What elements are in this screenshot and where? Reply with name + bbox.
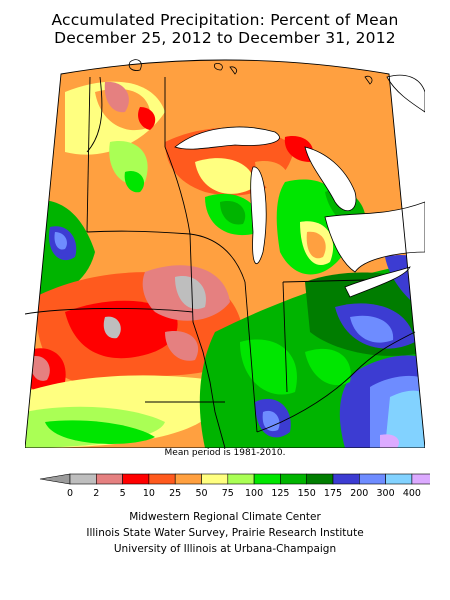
- legend-swatch: [122, 473, 150, 485]
- legend-label: 0: [67, 488, 73, 499]
- mean-period-note: Mean period is 1981-2010.: [164, 448, 286, 458]
- legend-label: 5: [120, 488, 126, 499]
- legend-label: 300: [377, 488, 395, 499]
- precipitation-map: [25, 59, 425, 448]
- credit-line-2: Illinois State Water Survey, Prairie Res…: [86, 527, 364, 539]
- legend-swatch: [306, 473, 334, 485]
- legend-swatch: [227, 473, 255, 485]
- legend-label: 25: [169, 488, 181, 499]
- legend-swatch: [332, 473, 360, 485]
- legend-underflow-arrow: [39, 473, 71, 485]
- legend-swatch: [69, 473, 97, 485]
- legend-swatch: [174, 473, 202, 485]
- legend-label: 400: [403, 488, 421, 499]
- legend-label: 100: [245, 488, 263, 499]
- credit-line-3: University of Illinois at Urbana-Champai…: [113, 543, 337, 555]
- state-boundaries: [25, 59, 425, 448]
- legend-swatch: [201, 473, 229, 485]
- credit-line-1: Midwestern Regional Climate Center: [129, 511, 321, 523]
- legend-label: 125: [271, 488, 289, 499]
- legend-swatch: [253, 473, 281, 485]
- legend-label: 50: [195, 488, 207, 499]
- legend-label: 75: [222, 488, 234, 499]
- legend-swatch: [280, 473, 307, 485]
- map-title-line-2: December 25, 2012 to December 31, 2012: [54, 29, 396, 47]
- legend-swatch: [385, 473, 413, 485]
- canada-islands: [128, 59, 373, 85]
- great-lakes: [174, 74, 425, 298]
- map-title-line-1: Accumulated Precipitation: Percent of Me…: [51, 11, 399, 29]
- legend-swatch: [358, 473, 386, 485]
- legend-swatch: [411, 473, 430, 485]
- legend-label: 175: [324, 488, 342, 499]
- legend-label: 150: [298, 488, 316, 499]
- legend-label: 2: [93, 488, 99, 499]
- legend: 0 2 5 10 25 50 75 100 125 150 175 200 300 400: [39, 473, 430, 499]
- legend-label: 10: [143, 488, 155, 499]
- legend-swatch: [148, 473, 176, 485]
- legend-label: 200: [350, 488, 368, 499]
- legend-swatch: [96, 473, 123, 485]
